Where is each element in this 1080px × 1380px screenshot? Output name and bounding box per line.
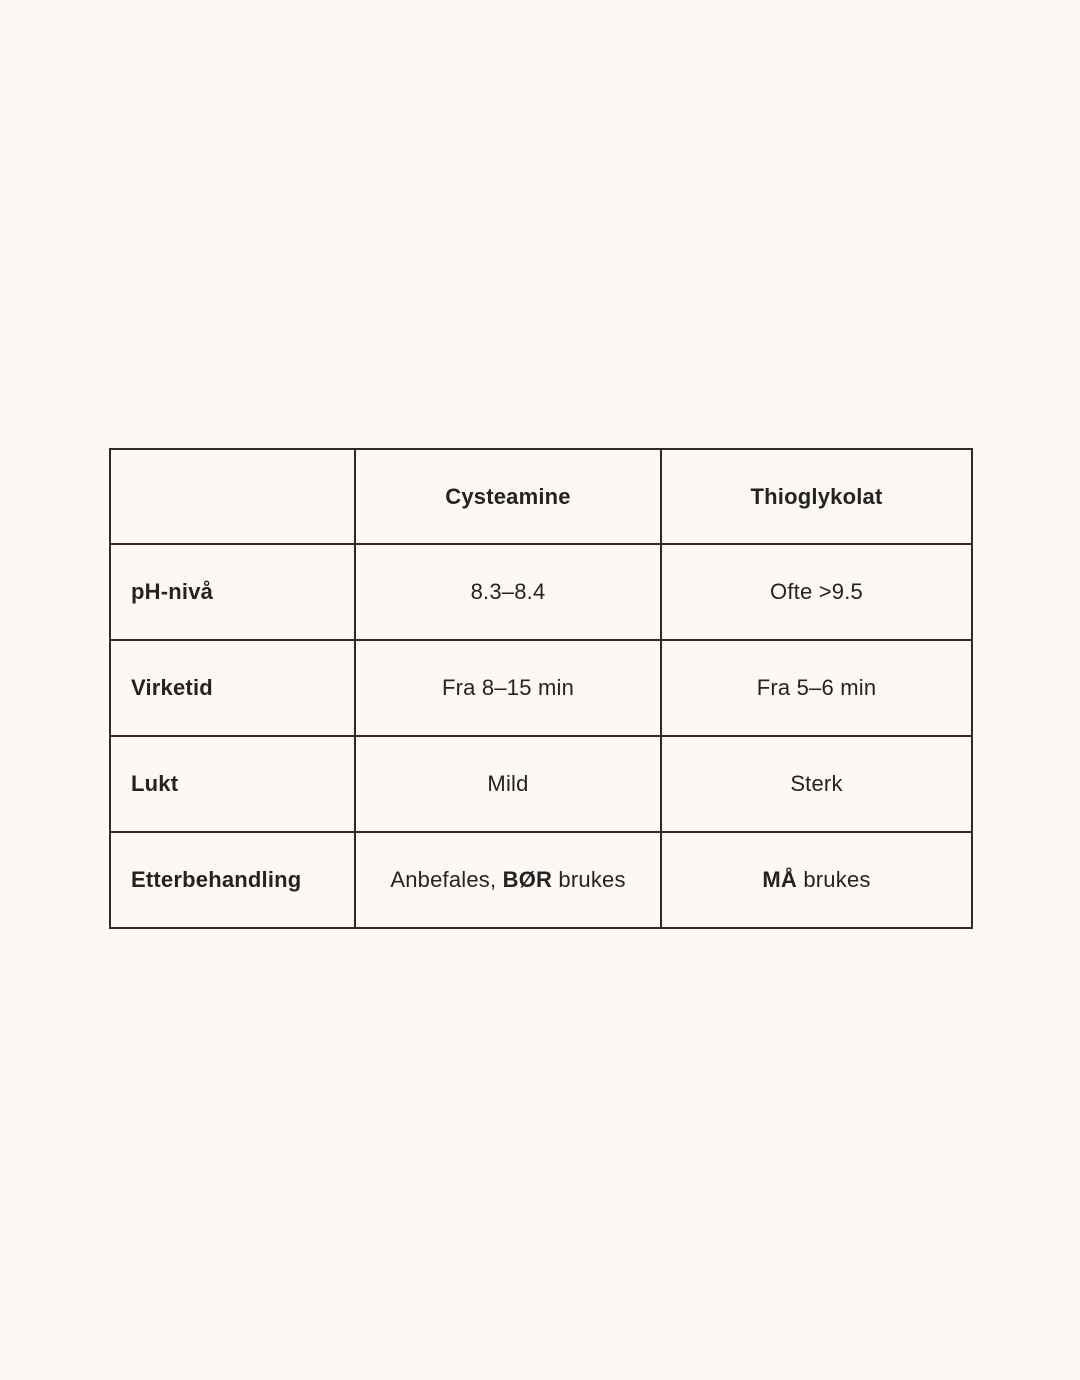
cell-text: Anbefales, bbox=[390, 867, 503, 892]
header-row: Cysteamine Thioglykolat bbox=[109, 448, 973, 545]
cell-text: brukes bbox=[552, 867, 626, 892]
cell-virketid-thioglykolat: Fra 5–6 min bbox=[660, 639, 973, 737]
header-cell-empty bbox=[109, 448, 356, 545]
cell-text-bold: BØR bbox=[502, 867, 553, 892]
cell-ph-thioglykolat: Ofte >9.5 bbox=[660, 543, 973, 641]
cell-virketid-cysteamine: Fra 8–15 min bbox=[354, 639, 662, 737]
cell-ph-cysteamine: 8.3–8.4 bbox=[354, 543, 662, 641]
cell-lukt-thioglykolat: Sterk bbox=[660, 735, 973, 833]
header-cell-cysteamine: Cysteamine bbox=[354, 448, 662, 545]
comparison-table: Cysteamine Thioglykolat pH-nivå 8.3–8.4 … bbox=[109, 448, 973, 929]
cell-text: brukes bbox=[797, 867, 871, 892]
cell-text-bold: MÅ bbox=[762, 867, 798, 892]
row-label-etterbehandling: Etterbehandling bbox=[109, 831, 356, 929]
row-label-virketid: Virketid bbox=[109, 639, 356, 737]
table-row-virketid: Virketid Fra 8–15 min Fra 5–6 min bbox=[109, 639, 973, 737]
cell-etterbehandling-thioglykolat: MÅ brukes bbox=[660, 831, 973, 929]
table-row-ph: pH-nivå 8.3–8.4 Ofte >9.5 bbox=[109, 543, 973, 641]
cell-etterbehandling-cysteamine: Anbefales, BØR brukes bbox=[354, 831, 662, 929]
table-row-etterbehandling: Etterbehandling Anbefales, BØR brukes MÅ… bbox=[109, 831, 973, 929]
row-label-ph: pH-nivå bbox=[109, 543, 356, 641]
header-cell-thioglykolat: Thioglykolat bbox=[660, 448, 973, 545]
table-row-lukt: Lukt Mild Sterk bbox=[109, 735, 973, 833]
comparison-table-grid: Cysteamine Thioglykolat pH-nivå 8.3–8.4 … bbox=[109, 448, 973, 929]
cell-lukt-cysteamine: Mild bbox=[354, 735, 662, 833]
row-label-lukt: Lukt bbox=[109, 735, 356, 833]
